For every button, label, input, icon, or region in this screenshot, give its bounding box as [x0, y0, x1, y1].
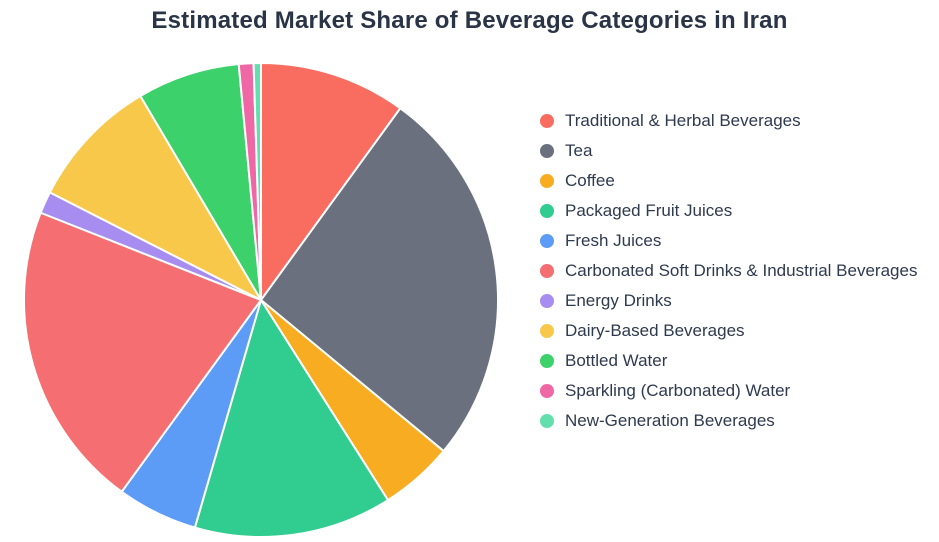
legend-label: Dairy-Based Beverages	[565, 321, 745, 340]
legend-swatch-icon	[540, 144, 554, 158]
legend-item-carbonated-soft-drinks-industrial-beverages[interactable]: Carbonated Soft Drinks & Industrial Beve…	[540, 256, 917, 286]
legend-item-new-generation-beverages[interactable]: New-Generation Beverages	[540, 406, 917, 436]
legend-label: Tea	[565, 141, 593, 160]
legend-label: Packaged Fruit Juices	[565, 201, 733, 220]
chart-title: Estimated Market Share of Beverage Categ…	[151, 7, 788, 34]
legend-swatch-icon	[540, 234, 554, 248]
pie-slice-dairy-based-beverages[interactable]	[48, 95, 262, 301]
legend: Traditional & Herbal Beverages Tea Coffee P…	[540, 106, 917, 436]
legend-item-dairy-based-beverages[interactable]: Dairy-Based Beverages	[540, 316, 917, 346]
legend-label: Bottled Water	[565, 351, 668, 370]
legend-item-energy-drinks[interactable]: Energy Drinks	[540, 286, 917, 316]
legend-swatch-icon	[540, 264, 554, 278]
legend-item-bottled-water[interactable]: Bottled Water	[540, 346, 917, 376]
legend-label: Carbonated Soft Drinks & Industrial Beve…	[565, 261, 918, 280]
legend-swatch-icon	[540, 414, 554, 428]
legend-item-coffee[interactable]: Coffee	[540, 166, 917, 196]
legend-swatch-icon	[540, 354, 554, 368]
legend-label: Fresh Juices	[565, 231, 662, 250]
legend-item-tea[interactable]: Tea	[540, 136, 917, 166]
legend-swatch-icon	[540, 174, 554, 188]
legend-label: Energy Drinks	[565, 291, 672, 310]
pie-slice-bottled-water[interactable]	[139, 63, 262, 301]
legend-label: New-Generation Beverages	[565, 411, 775, 430]
legend-item-sparkling-carbonated-water[interactable]: Sparkling (Carbonated) Water	[540, 376, 917, 406]
legend-label: Coffee	[565, 171, 615, 190]
legend-swatch-icon	[540, 114, 554, 128]
pie-slice-tea[interactable]	[260, 107, 499, 453]
legend-item-fresh-juices[interactable]: Fresh Juices	[540, 226, 917, 256]
legend-swatch-icon	[540, 294, 554, 308]
pie-slice-carbonated-soft-drinks-industrial-beverages[interactable]	[23, 211, 262, 493]
legend-swatch-icon	[540, 204, 554, 218]
legend-swatch-icon	[540, 324, 554, 338]
legend-item-traditional-herbal-beverages[interactable]: Traditional & Herbal Beverages	[540, 106, 917, 136]
pie-slice-new-generation-beverages[interactable]	[252, 62, 262, 301]
pie-slice-traditional-herbal-beverages[interactable]	[260, 62, 402, 301]
pie-slice-packaged-fruit-juices[interactable]	[193, 299, 389, 538]
legend-label: Sparkling (Carbonated) Water	[565, 381, 791, 400]
legend-label: Traditional & Herbal Beverages	[565, 111, 801, 130]
legend-swatch-icon	[540, 384, 554, 398]
legend-item-packaged-fruit-juices[interactable]: Packaged Fruit Juices	[540, 196, 917, 226]
